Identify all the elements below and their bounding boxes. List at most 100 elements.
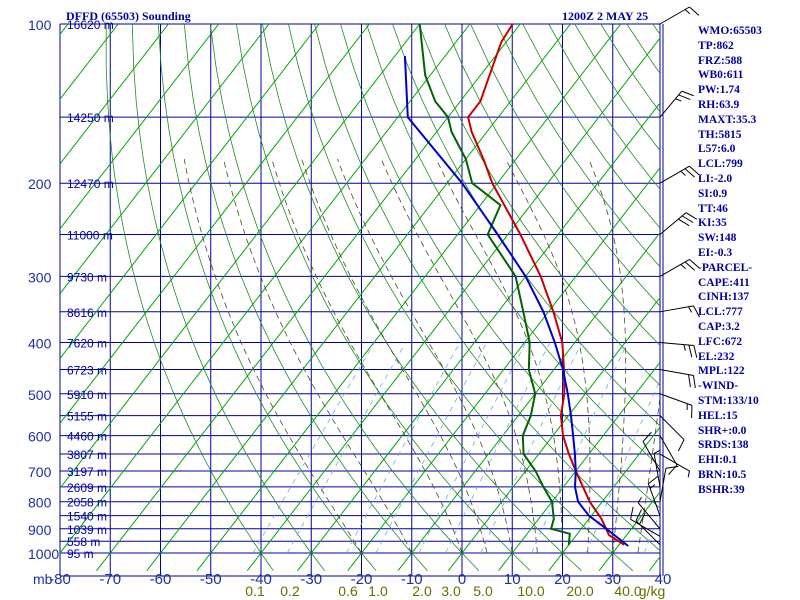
stability-indices-panel: WMO:65503 TP:862 FRZ:588 WB0:611 PW:1.74 RH:6… <box>698 24 798 498</box>
moist-adiabat <box>301 158 488 554</box>
wind-barb-staff <box>659 212 687 235</box>
dry-adiabat <box>105 24 274 571</box>
wind-barb-flag <box>684 261 695 271</box>
isotherm-line <box>548 426 660 571</box>
isotherm-line <box>397 231 660 571</box>
wind-barb-staff <box>659 453 690 472</box>
index-item: KI:35 <box>698 217 727 230</box>
isotherm-line <box>196 24 622 571</box>
index-item: LCL:777 <box>698 306 743 319</box>
wind-barb-flag <box>685 212 698 220</box>
index-item: HEL:15 <box>698 409 738 422</box>
temperature-profile <box>467 24 625 546</box>
wind-barb <box>659 369 696 389</box>
pressure-tick-label: 100 <box>28 17 52 33</box>
moist-adiabat <box>271 158 463 554</box>
wind-barb-flag <box>693 305 700 318</box>
wind-barb-flag <box>681 90 694 97</box>
wind-barb-flag <box>635 509 643 521</box>
index-item: BRN:10.5 <box>698 468 747 481</box>
wind-barb <box>642 431 661 472</box>
wind-barb-staff <box>659 258 690 277</box>
wind-barb-flag <box>675 98 682 102</box>
dry-adiabat <box>496 24 660 268</box>
mixing-ratio-label: 10.0 <box>517 583 544 599</box>
wind-barb-staff <box>647 483 661 516</box>
mixing-ratio-line <box>531 342 628 554</box>
moist-adiabat <box>223 158 413 554</box>
isotherm-line <box>60 24 421 489</box>
mixing-ratio-label: 40.0 <box>614 583 641 599</box>
isotherm-line <box>0 24 18 571</box>
mixing-ratio-line <box>585 378 660 554</box>
wind-barb <box>659 212 698 235</box>
wind-barb-staff <box>642 441 661 472</box>
pressure-tick-label: 600 <box>28 429 52 445</box>
wind-barb-flag <box>637 497 642 504</box>
wind-barb-flag <box>689 259 700 269</box>
wind-barb-flag <box>684 168 695 178</box>
index-item: STM:133/10 <box>698 394 759 407</box>
dry-adiabat <box>444 24 660 347</box>
dry-adiabat <box>314 24 660 552</box>
temperature-tick-label: 20 <box>554 571 571 588</box>
wind-barb-staff <box>659 341 694 346</box>
wind-barb-staff <box>659 6 690 25</box>
height-label: 14250 m <box>67 111 114 125</box>
wind-barb <box>659 6 700 25</box>
height-label: 5910 m <box>67 388 107 402</box>
isotherm-line <box>60 24 370 425</box>
height-label: 95 m <box>67 547 94 561</box>
wind-barb-flag <box>649 484 656 489</box>
index-item: LFC:672 <box>698 335 743 348</box>
mixing-ratio-label: 0.1 <box>245 583 265 599</box>
wind-barb <box>659 90 694 118</box>
temperature-tick-label: -80 <box>49 571 71 588</box>
wind-barb-flag <box>681 215 694 223</box>
dry-adiabat <box>340 24 660 509</box>
mixing-ratio-label: 3.0 <box>441 583 461 599</box>
dry-adiabat <box>418 24 660 386</box>
wind-barb-staff <box>659 393 693 406</box>
index-item: CINH:137 <box>698 291 750 304</box>
wind-barb-staff <box>659 369 694 376</box>
index-item: TH:5815 <box>698 128 742 141</box>
wind-barb-staff <box>659 165 690 184</box>
index-item: PW:1.74 <box>698 84 740 97</box>
sounding-time: 1200Z 2 MAY 25 <box>562 9 649 23</box>
index-item: LI:-2.0 <box>698 172 733 185</box>
temperature-tick-label: 10 <box>504 571 521 588</box>
moist-adiabat <box>588 158 627 554</box>
height-label: 558 m <box>67 535 100 549</box>
wind-barb-flag <box>653 449 660 454</box>
wind-barb <box>659 165 700 184</box>
mixing-ratio-line <box>345 342 461 554</box>
temperature-tick-label: 30 <box>604 571 621 588</box>
wind-barb-flag <box>677 439 685 452</box>
index-item: EL:232 <box>698 350 735 363</box>
wind-barb-flag <box>689 165 700 176</box>
wind-barb-flag <box>630 506 634 520</box>
index-item: WMO:65503 <box>698 25 762 37</box>
wind-barb-flag <box>642 431 652 442</box>
wind-barb <box>647 475 661 516</box>
height-label: 2058 m <box>67 496 107 510</box>
wind-barb <box>659 415 685 452</box>
temperature-tick-label: -30 <box>300 571 322 588</box>
index-item: -PARCEL- <box>698 261 753 274</box>
moist-adiabat <box>505 158 591 554</box>
index-item: WB0:611 <box>698 69 744 82</box>
moist-adiabat <box>183 158 362 554</box>
index-item: MPL:122 <box>698 365 745 378</box>
wind-barb-flag <box>639 512 646 525</box>
wind-barb-flag <box>683 344 686 351</box>
mixing-ratio-label: 1.0 <box>368 583 388 599</box>
pressure-tick-label: 700 <box>28 464 52 480</box>
wind-barb-flag <box>688 344 693 358</box>
wind-barb <box>659 435 678 475</box>
wind-barb-flag <box>688 374 691 388</box>
index-item: SW:148 <box>698 232 737 245</box>
height-label: 1039 m <box>67 523 107 537</box>
index-item: EHI:0.1 <box>698 454 738 467</box>
wind-barb <box>659 258 700 277</box>
